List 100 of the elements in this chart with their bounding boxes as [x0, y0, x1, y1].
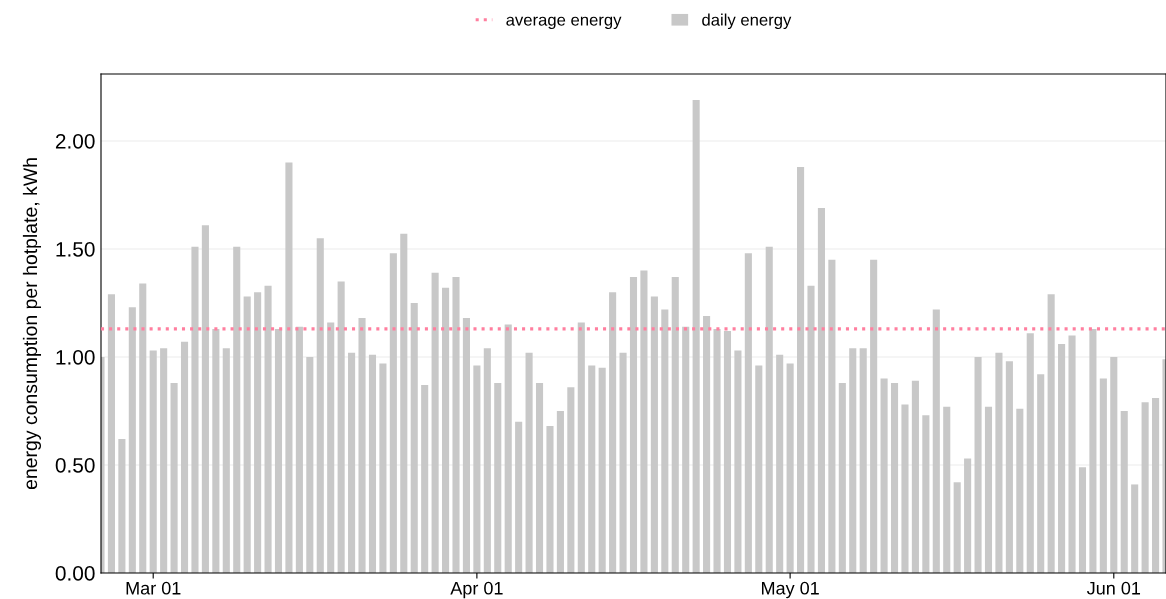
bar: [577, 322, 585, 573]
bar: [525, 352, 533, 573]
x-tick-label: Jun 01: [1086, 581, 1141, 595]
bar: [870, 259, 878, 573]
bar: [337, 281, 345, 573]
bar: [556, 410, 564, 573]
bar: [682, 326, 690, 573]
bar: [890, 382, 899, 573]
bar: [254, 292, 262, 573]
bar: [692, 99, 700, 573]
bar: [786, 363, 794, 573]
bar: [713, 328, 721, 573]
bar: [744, 253, 752, 573]
bar: [379, 363, 387, 573]
x-tick-label: Mar 01: [126, 581, 181, 595]
bar: [442, 287, 450, 573]
bar: [410, 302, 418, 573]
bar: [995, 352, 1003, 573]
bar: [160, 348, 168, 573]
bar: [703, 315, 711, 573]
bar: [598, 367, 606, 573]
bar: [358, 318, 366, 573]
bar: [327, 322, 335, 573]
bar: [880, 378, 888, 573]
bar: [901, 404, 909, 573]
bar: [807, 285, 815, 573]
bar: [295, 326, 303, 573]
bar: [494, 382, 502, 573]
bar: [849, 348, 857, 573]
bar: [1058, 344, 1066, 573]
bar: [504, 324, 512, 573]
x-tick-label: May 01: [762, 581, 819, 599]
bar: [838, 382, 846, 573]
bar: [1016, 408, 1024, 573]
bar: [389, 253, 397, 573]
bar: [128, 307, 136, 573]
bar: [609, 292, 617, 573]
bar: [535, 382, 544, 573]
bar: [316, 238, 324, 573]
bar: [723, 331, 732, 573]
bar: [640, 270, 648, 573]
bar: [588, 365, 596, 573]
legend-label: average energy: [506, 16, 622, 30]
bar: [567, 387, 575, 573]
legend-label: daily energy: [702, 13, 792, 30]
y-tick-label: 0.00: [55, 566, 95, 581]
bar: [1089, 328, 1097, 573]
y-tick-label: 2.00: [55, 133, 95, 149]
bar: [170, 382, 178, 573]
bar: [285, 162, 293, 573]
bar: [911, 380, 919, 573]
bar: [797, 166, 805, 573]
bar: [1037, 374, 1045, 573]
bar: [400, 233, 408, 573]
bar: [201, 225, 209, 573]
bar: [953, 482, 961, 573]
bar: [1078, 467, 1087, 573]
bar: [274, 328, 283, 573]
bar: [943, 406, 951, 573]
bar: [984, 406, 993, 573]
bar: [859, 348, 867, 573]
bar: [765, 246, 773, 573]
y-tick-label: 0.50: [55, 457, 95, 473]
x-tick-label: Apr 01: [450, 581, 503, 599]
bar: [1026, 333, 1034, 573]
bar: [191, 246, 199, 573]
bar: [828, 259, 836, 573]
bar: [922, 415, 930, 573]
bar: [1005, 361, 1013, 573]
bar: [222, 348, 230, 573]
bar: [1120, 410, 1128, 573]
bar: [421, 385, 429, 573]
bar: [368, 354, 377, 573]
bar: [348, 352, 356, 573]
bar: [306, 356, 314, 573]
bar: [1047, 294, 1055, 573]
bar: [964, 458, 972, 573]
bar: [264, 285, 272, 573]
bar: [932, 309, 940, 573]
bar: [817, 207, 825, 573]
bar: [755, 365, 763, 573]
bar: [139, 283, 147, 573]
bar: [233, 246, 241, 573]
bar: [473, 365, 481, 573]
bar: [118, 439, 126, 573]
bar: [546, 426, 554, 573]
bar: [1099, 378, 1107, 573]
y-tick-label: 1.50: [56, 241, 95, 257]
bar: [619, 352, 627, 573]
bar: [1131, 484, 1139, 573]
bar: [661, 309, 669, 573]
bar: [452, 277, 460, 573]
bar: [1068, 335, 1076, 573]
bar: [1141, 402, 1149, 573]
bar: [974, 356, 982, 573]
y-axis-title: energy consumption per hotplate, kWh: [22, 158, 42, 490]
y-tick-label: 1.00: [56, 349, 95, 365]
bar: [431, 272, 439, 573]
bar: [180, 341, 189, 573]
bar: [515, 421, 523, 573]
